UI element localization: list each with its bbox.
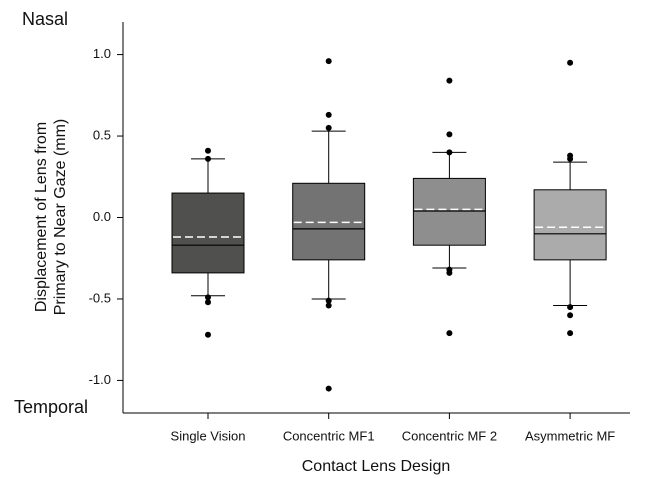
annotation-temporal: Temporal [14,397,88,417]
outlier [205,294,211,301]
outlier [446,131,453,138]
y-axis-label: Primary to Near Gaze (mm) [52,119,69,315]
x-tick-label: Asymmetric MF [525,428,615,443]
y-axis-label: Displacement of Lens from [33,122,50,312]
box [171,192,245,274]
box [533,189,607,261]
x-tick-label: Concentric MF1 [283,428,375,443]
outlier [446,269,453,276]
x-tick-label: Concentric MF 2 [402,428,497,443]
outlier [325,302,332,309]
outlier [205,147,211,154]
outlier [567,304,574,311]
y-tick-label: 0.0 [93,209,111,224]
outlier [205,299,211,306]
x-axis-label: Contact Lens Design [302,458,451,475]
outlier [446,330,453,337]
outlier [567,155,574,162]
outlier [325,58,332,65]
y-tick-label: 1.0 [93,46,111,61]
y-tick-label: -0.5 [89,290,111,305]
x-tick-label: Single Vision [171,428,246,443]
outlier [325,124,332,131]
y-tick-label: 0.5 [93,127,111,142]
outlier [567,330,574,337]
outlier [325,111,332,118]
outlier [446,149,453,156]
box [292,182,366,261]
annotation-nasal: Nasal [22,9,68,29]
outlier [325,297,332,304]
outlier [567,312,574,319]
outlier [567,59,574,66]
outlier [205,155,211,162]
box [412,177,486,246]
outlier [446,77,453,84]
y-tick-label: -1.0 [89,372,111,387]
outlier [325,385,332,392]
outlier [205,331,211,338]
